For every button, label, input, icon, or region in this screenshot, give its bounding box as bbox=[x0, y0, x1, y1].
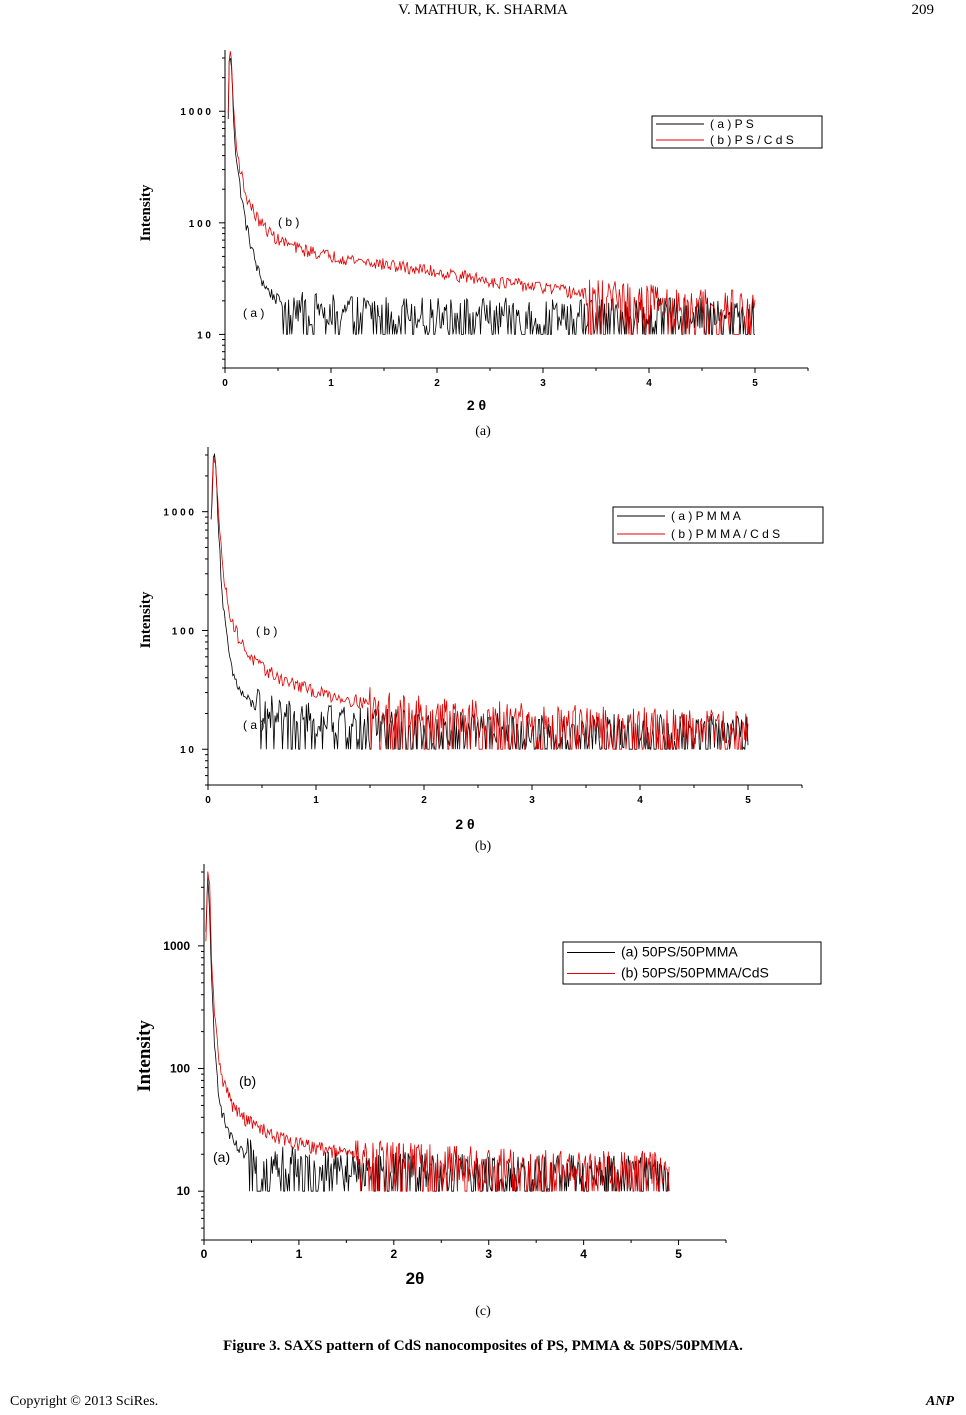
y-tick-label: 1 0 0 bbox=[172, 626, 195, 637]
journal-abbrev: ANP bbox=[926, 1394, 954, 1409]
y-tick-label: 1 0 0 bbox=[189, 219, 212, 230]
saxs-chart-ps: 0 1 2 3 4 5 1 0 1 0 0 1 0 0 0 Intensity 2 θ ( a ) ( … bbox=[138, 50, 823, 413]
panel-label: (a) bbox=[475, 424, 491, 439]
x-tick-label: 4 bbox=[580, 1247, 587, 1261]
legend-entry: (a) 50PS/50PMMA bbox=[621, 944, 738, 960]
x-tick-label: 4 bbox=[637, 795, 643, 806]
figure-panel-c: 0 1 2 3 4 5 10 100 1000 Intensity 2θ (a) (b) (a) 50PS… bbox=[0, 862, 966, 1322]
legend-entry: ( b ) P S / C d S bbox=[710, 133, 794, 147]
x-axis-label: 2 θ bbox=[455, 816, 474, 832]
figure-panel-b: 0 1 2 3 4 5 1 0 1 0 0 1 0 0 0 Intensity 2 θ ( a ) ( … bbox=[0, 445, 966, 860]
legend-box bbox=[651, 115, 823, 149]
y-tick-label: 1 0 bbox=[180, 745, 194, 756]
y-tick-label: 1 0 0 0 bbox=[180, 107, 211, 118]
y-tick-label: 1 0 bbox=[197, 330, 211, 341]
x-tick-label: 2 bbox=[390, 1247, 397, 1261]
x-tick-label: 5 bbox=[675, 1247, 682, 1261]
y-axis-label: Intensity bbox=[138, 184, 154, 241]
x-tick-label: 1 bbox=[313, 795, 319, 806]
x-tick-label: 0 bbox=[201, 1247, 208, 1261]
legend-box bbox=[612, 506, 824, 544]
legend-entry: (b) 50PS/50PMMA/CdS bbox=[621, 965, 769, 981]
x-tick-label: 1 bbox=[296, 1247, 303, 1261]
y-tick-label: 100 bbox=[170, 1062, 190, 1076]
panel-label: (b) bbox=[474, 839, 492, 854]
x-tick-label: 5 bbox=[752, 378, 758, 389]
legend-entry: ( b ) P M M A / C d S bbox=[671, 527, 780, 541]
x-tick-label: 3 bbox=[485, 1247, 492, 1261]
page-header: V. MATHUR, K. SHARMA 209 bbox=[0, 0, 966, 24]
x-tick-label: 3 bbox=[529, 795, 535, 806]
figure-caption: Figure 3. SAXS pattern of CdS nanocompos… bbox=[223, 1338, 743, 1354]
series-line bbox=[205, 871, 670, 1192]
x-tick-label: 4 bbox=[646, 378, 652, 389]
figure-panel-a: 0 1 2 3 4 5 1 0 1 0 0 1 0 0 0 Intensity 2 θ ( a ) ( … bbox=[0, 40, 966, 440]
y-axis-label: Intensity bbox=[138, 591, 154, 648]
series-line bbox=[227, 51, 756, 335]
curve-label: ( b ) bbox=[278, 215, 299, 229]
legend-entry: ( a ) P M M A bbox=[671, 509, 741, 523]
saxs-chart-blend: 0 1 2 3 4 5 10 100 1000 Intensity 2θ (a) (b) (a) 50PS… bbox=[134, 864, 822, 1288]
series-line bbox=[210, 455, 749, 750]
series-line bbox=[227, 57, 755, 335]
legend-entry: ( a ) P S bbox=[710, 117, 754, 131]
x-tick-label: 0 bbox=[222, 378, 228, 389]
curve-label: (a) bbox=[213, 1149, 230, 1165]
page-number: 209 bbox=[911, 2, 935, 18]
x-tick-label: 1 bbox=[328, 378, 334, 389]
curve-label: ( a ) bbox=[243, 718, 264, 732]
x-tick-label: 2 bbox=[421, 795, 427, 806]
y-tick-label: 10 bbox=[177, 1184, 191, 1198]
x-tick-label: 5 bbox=[745, 795, 751, 806]
panel-label: (c) bbox=[475, 1304, 491, 1319]
curve-label: ( b ) bbox=[256, 624, 277, 638]
running-head: V. MATHUR, K. SHARMA bbox=[398, 2, 568, 18]
x-axis-label: 2θ bbox=[406, 1269, 425, 1288]
y-tick-label: 1 0 0 0 bbox=[163, 508, 194, 519]
x-tick-label: 2 bbox=[434, 378, 440, 389]
x-tick-label: 0 bbox=[205, 795, 211, 806]
curve-label: ( a ) bbox=[243, 306, 264, 320]
x-tick-label: 3 bbox=[540, 378, 546, 389]
x-axis-label: 2 θ bbox=[467, 397, 486, 413]
curve-label: (b) bbox=[239, 1073, 256, 1089]
y-axis-label: Intensity bbox=[134, 1020, 155, 1092]
copyright-notice: Copyright © 2013 SciRes. bbox=[10, 1394, 159, 1409]
series-line bbox=[210, 453, 749, 751]
legend-box bbox=[562, 941, 822, 985]
saxs-chart-pmma: 0 1 2 3 4 5 1 0 1 0 0 1 0 0 0 Intensity 2 θ ( a ) ( … bbox=[138, 447, 824, 832]
y-tick-label: 1000 bbox=[163, 939, 190, 953]
series-line bbox=[205, 877, 670, 1193]
